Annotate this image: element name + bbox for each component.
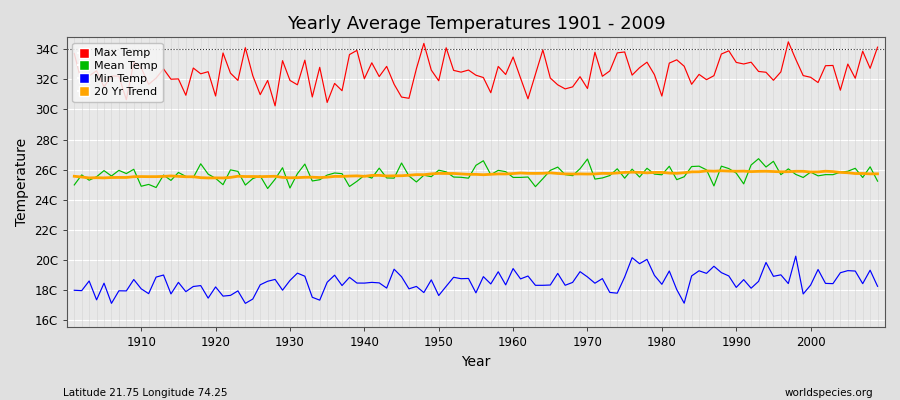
Text: Latitude 21.75 Longitude 74.25: Latitude 21.75 Longitude 74.25 bbox=[63, 388, 228, 398]
Y-axis label: Temperature: Temperature bbox=[15, 138, 29, 226]
Title: Yearly Average Temperatures 1901 - 2009: Yearly Average Temperatures 1901 - 2009 bbox=[286, 15, 665, 33]
X-axis label: Year: Year bbox=[461, 355, 491, 369]
Legend: Max Temp, Mean Temp, Min Temp, 20 Yr Trend: Max Temp, Mean Temp, Min Temp, 20 Yr Tre… bbox=[72, 43, 163, 102]
Text: worldspecies.org: worldspecies.org bbox=[785, 388, 873, 398]
